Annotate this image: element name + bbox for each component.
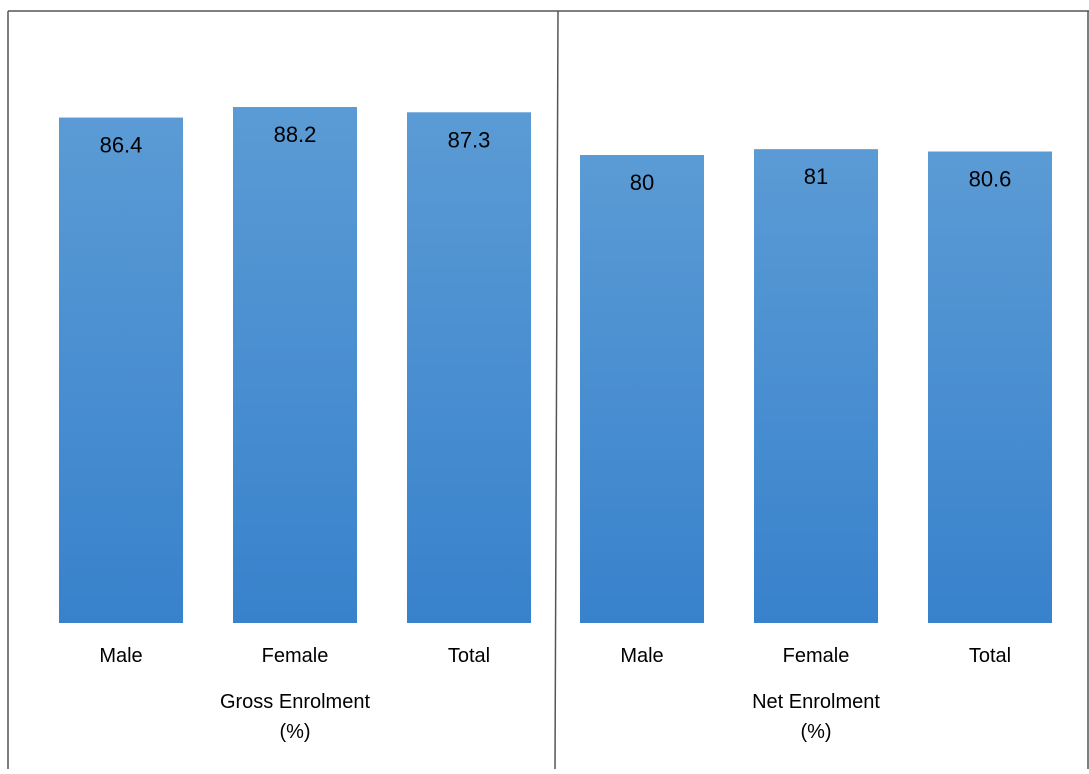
tick-label-1-male: Male — [99, 645, 142, 667]
data-label-2-total: 80.6 — [969, 166, 1012, 191]
labels: 86.4 Male 88.2 Female 87.3 Total Gross Enrolme… — [99, 122, 1011, 743]
bar-2-total — [928, 151, 1052, 624]
group-label-2-line-1: Net Enrolment — [752, 691, 880, 713]
bar-2-female — [754, 149, 878, 623]
chart-frame — [7, 10, 1089, 770]
bar-2-male — [580, 155, 704, 623]
group-label-2-line-2: (%) — [800, 721, 831, 743]
bar-1-female — [233, 107, 357, 623]
group-divider-line — [554, 10, 559, 770]
tick-label-2-female: Female — [783, 645, 850, 667]
data-label-2-male: 80 — [630, 170, 654, 195]
group-label-1-line-2: (%) — [279, 721, 310, 743]
bar-1-male — [59, 117, 183, 623]
tick-label-2-male: Male — [620, 645, 663, 667]
data-label-1-male: 86.4 — [100, 133, 143, 158]
tick-label-2-total: Total — [969, 645, 1011, 667]
bar-1-total — [407, 112, 531, 624]
data-label-1-female: 88.2 — [274, 122, 317, 147]
tick-label-1-total: Total — [448, 645, 490, 667]
tick-label-1-female: Female — [262, 645, 329, 667]
bars — [59, 107, 1052, 624]
data-label-1-total: 87.3 — [448, 127, 491, 152]
data-label-2-female: 81 — [804, 164, 828, 189]
group-label-1-line-1: Gross Enrolment — [220, 691, 370, 713]
